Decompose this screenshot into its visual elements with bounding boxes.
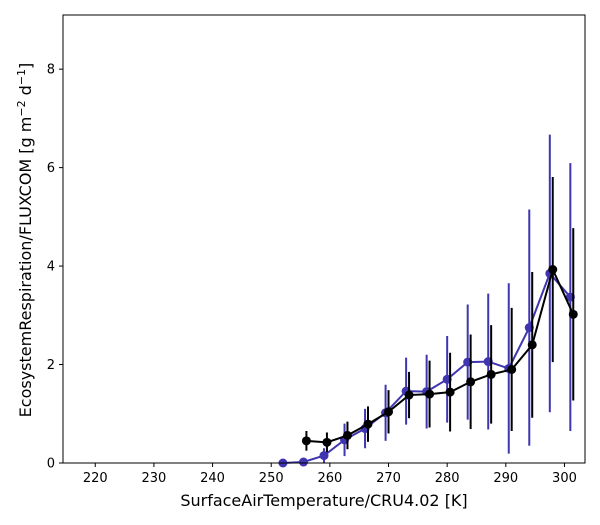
- x-tick-label: 280: [435, 471, 460, 486]
- x-tick-label: 220: [83, 471, 108, 486]
- series-layer: [278, 134, 578, 468]
- series-group: [278, 134, 575, 468]
- data-point: [466, 377, 476, 387]
- data-point: [363, 419, 373, 429]
- x-tick-label: 260: [317, 471, 342, 486]
- data-point: [507, 364, 517, 374]
- data-point: [425, 389, 435, 399]
- y-tick-label: 0: [47, 457, 55, 472]
- data-point: [342, 430, 352, 440]
- plot-area-frame: [62, 14, 586, 464]
- x-axis-label: SurfaceAirTemperature/CRU4.02 [K]: [180, 491, 467, 510]
- x-tick-label: 290: [493, 471, 518, 486]
- data-point: [301, 436, 311, 446]
- data-point: [568, 309, 578, 319]
- x-tick-label: 250: [259, 471, 284, 486]
- series-group: [301, 176, 578, 453]
- data-point: [319, 451, 329, 461]
- data-point: [548, 265, 558, 275]
- data-point: [445, 387, 455, 397]
- data-point: [298, 457, 308, 467]
- data-point: [486, 369, 496, 379]
- x-tick-label: 240: [200, 471, 225, 486]
- ticks-layer: 220 230 240 250 260 270 280 290 300 0 2 4 6 8: [47, 63, 577, 486]
- data-point: [322, 437, 332, 447]
- x-tick-label: 270: [376, 471, 401, 486]
- x-tick-label: 300: [552, 471, 577, 486]
- data-point: [404, 390, 414, 400]
- y-tick-label: 6: [47, 161, 55, 176]
- y-axis-label: EcosystemRespiration/FLUXCOM [g m−2 d−1]: [15, 63, 35, 418]
- data-point: [384, 407, 394, 417]
- data-point: [527, 340, 537, 350]
- x-tick-label: 230: [141, 471, 166, 486]
- y-tick-label: 8: [47, 63, 55, 78]
- y-tick-label: 4: [47, 260, 55, 275]
- y-tick-label: 2: [47, 358, 55, 373]
